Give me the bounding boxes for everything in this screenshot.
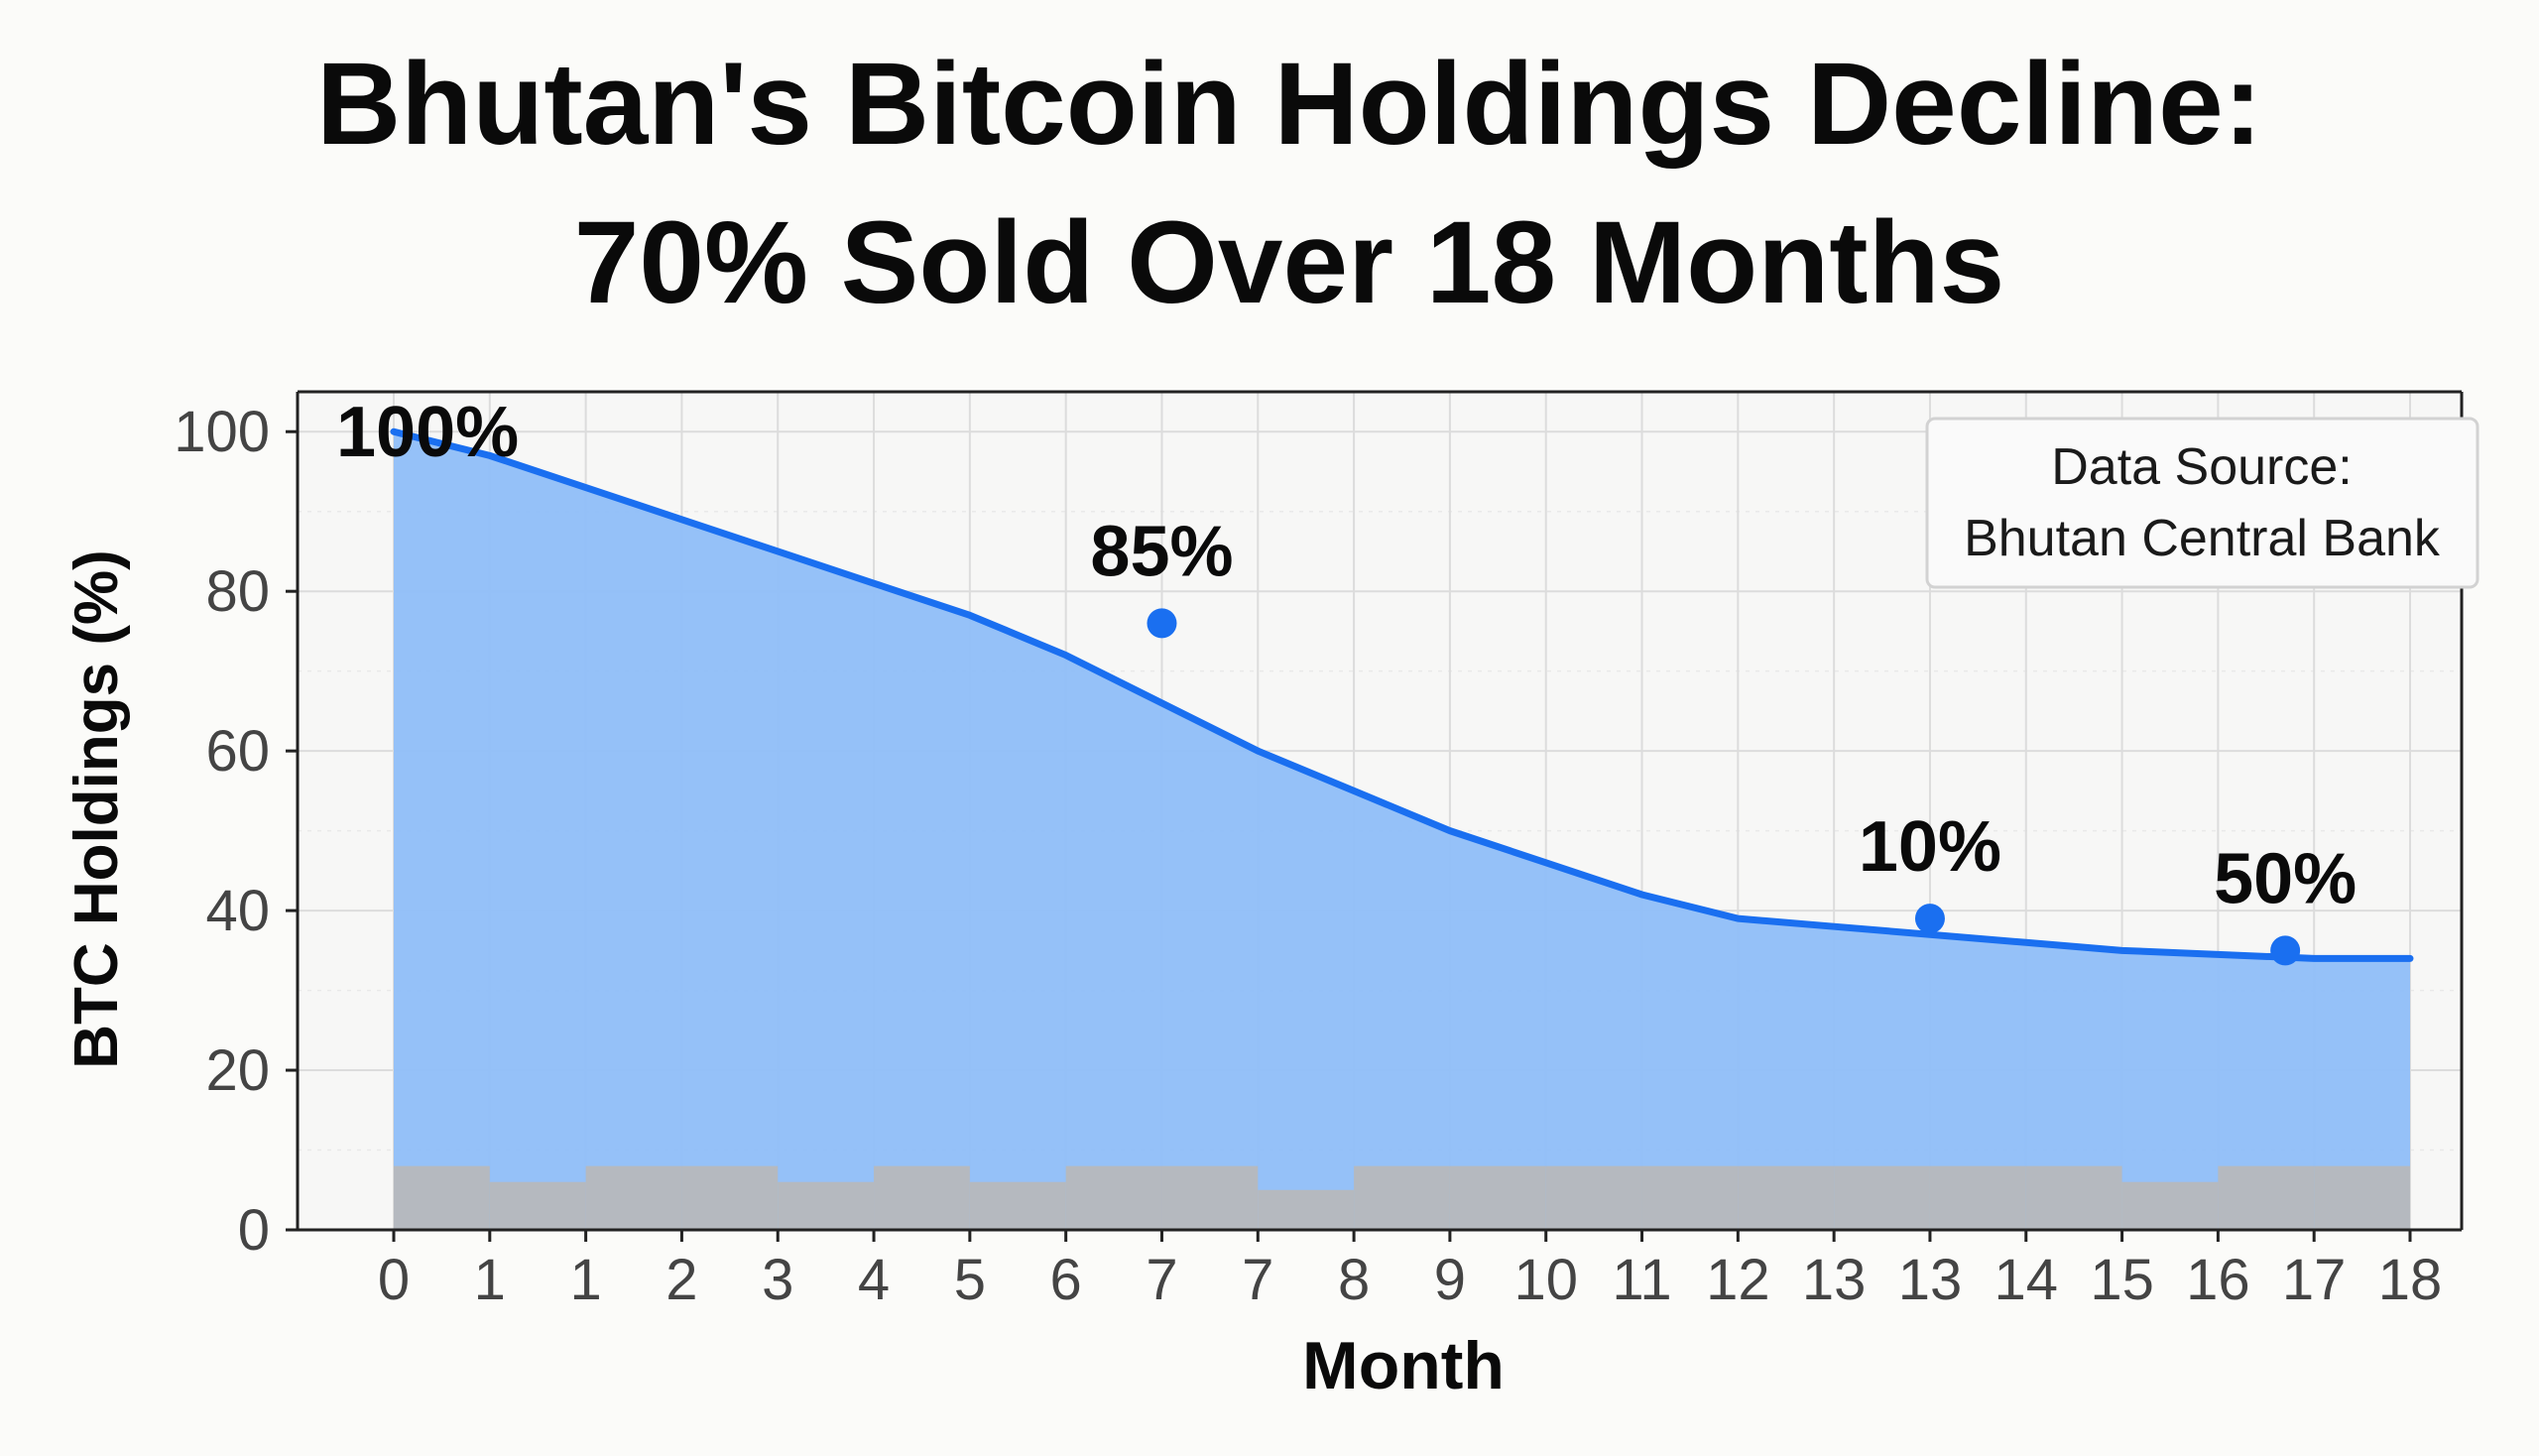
base-bar: [1738, 1165, 1835, 1230]
x-tick-label: 8: [1338, 1248, 1370, 1312]
area-fill: [394, 431, 2410, 1230]
base-bar: [2121, 1181, 2219, 1230]
base-bar: [2314, 1165, 2410, 1230]
data-point-marker: [1147, 608, 1177, 639]
y-tick-label: 40: [205, 879, 270, 943]
data-point-label: 100%: [336, 393, 519, 472]
x-tick-label: 2: [665, 1248, 697, 1312]
y-tick-label: 80: [205, 559, 270, 624]
data-source-line-2: Bhutan Central Bank: [1964, 510, 2441, 567]
x-tick-label: 18: [2378, 1248, 2443, 1312]
base-bar: [1065, 1165, 1162, 1230]
base-bar: [585, 1165, 682, 1230]
x-tick-label: 4: [858, 1248, 890, 1312]
x-tick-label: 5: [954, 1248, 986, 1312]
x-tick-label: 17: [2282, 1248, 2347, 1312]
x-tick-label: 6: [1050, 1248, 1082, 1312]
x-tick-label: 1: [474, 1248, 506, 1312]
base-bar: [1258, 1189, 1355, 1230]
base-bar: [1354, 1165, 1450, 1230]
data-point-label: 50%: [2214, 839, 2357, 918]
data-source-box: Data Source: Bhutan Central Bank: [1925, 417, 2479, 589]
x-tick-label: 7: [1146, 1248, 1177, 1312]
base-bar: [1641, 1165, 1739, 1230]
x-tick-label: 13: [1898, 1248, 1963, 1312]
base-bar: [2025, 1165, 2122, 1230]
base-bar: [394, 1165, 490, 1230]
data-source-box-frame: [1925, 417, 2479, 589]
chart-title-line-2: 70% Sold Over 18 Months: [574, 197, 2005, 328]
data-source-line-1: Data Source:: [2051, 438, 2353, 496]
base-bar: [874, 1165, 970, 1230]
x-tick-label: 3: [762, 1248, 793, 1312]
base-bar: [1929, 1165, 2026, 1230]
x-tick-label: 10: [1513, 1248, 1578, 1312]
base-bar: [778, 1181, 875, 1230]
x-tick-label: 7: [1242, 1248, 1273, 1312]
x-axis-label: Month: [1302, 1328, 1505, 1403]
y-tick-label: 100: [174, 400, 270, 464]
y-tick-label: 0: [238, 1198, 270, 1263]
x-tick-label: 13: [1802, 1248, 1867, 1312]
base-bar: [681, 1165, 779, 1230]
data-point-marker: [2270, 935, 2301, 966]
base-bar: [489, 1181, 586, 1230]
data-point-label: 85%: [1090, 512, 1233, 591]
x-tick-label: 1: [569, 1248, 601, 1312]
x-tick-label: 0: [378, 1248, 410, 1312]
x-tick-label: 15: [2090, 1248, 2154, 1312]
base-bar: [1834, 1165, 1930, 1230]
y-axis-label: BTC Holdings (%): [62, 549, 131, 1069]
data-point-label: 10%: [1859, 807, 2001, 887]
data-point-marker: [1914, 904, 1945, 934]
y-tick-label: 20: [205, 1038, 270, 1103]
base-bar: [2218, 1165, 2315, 1230]
base-bar: [969, 1181, 1066, 1230]
x-tick-label: 12: [1706, 1248, 1770, 1312]
chart-title-line-1: Bhutan's Bitcoin Holdings Decline:: [316, 39, 2262, 170]
x-tick-label: 11: [1612, 1248, 1671, 1312]
base-bar: [1161, 1165, 1259, 1230]
base-bar: [1545, 1165, 1642, 1230]
series-line: [390, 427, 2414, 962]
x-tick-label: 16: [2186, 1248, 2250, 1312]
base-bar: [1449, 1165, 1546, 1230]
y-tick-label: 60: [205, 719, 270, 784]
x-tick-label: 14: [1995, 1248, 2059, 1312]
x-tick-label: 9: [1434, 1248, 1466, 1312]
